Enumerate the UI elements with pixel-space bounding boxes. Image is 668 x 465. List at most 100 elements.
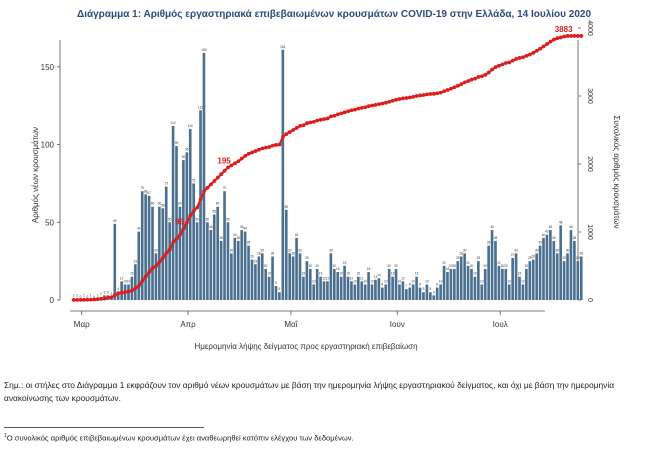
bar-value-label: 15 bbox=[302, 272, 306, 276]
bar bbox=[216, 206, 219, 300]
cumulative-point bbox=[164, 251, 169, 255]
bar-value-label: 22 bbox=[442, 261, 446, 265]
cumulative-point bbox=[178, 232, 182, 237]
bar-value-label: 12 bbox=[120, 276, 124, 280]
bar bbox=[374, 279, 377, 300]
bar bbox=[579, 256, 583, 300]
bar bbox=[518, 276, 521, 300]
bar bbox=[497, 265, 501, 300]
y-tick-label-right: 3000 bbox=[586, 88, 593, 104]
bar-value-label: 3 bbox=[107, 290, 109, 294]
cumulative-point bbox=[370, 103, 375, 108]
cumulative-point bbox=[308, 120, 313, 125]
bar-value-label: 38 bbox=[552, 236, 556, 240]
bar-value-label: 44 bbox=[243, 227, 247, 231]
line-annotation-label: 3883 bbox=[555, 25, 573, 34]
bar bbox=[278, 292, 281, 300]
cumulative-point bbox=[267, 145, 272, 149]
bar bbox=[140, 191, 144, 300]
bar-value-label: 10 bbox=[363, 279, 367, 283]
bar-value-label: 18 bbox=[446, 267, 450, 271]
cumulative-point bbox=[181, 226, 186, 231]
bar bbox=[466, 265, 470, 300]
bar-value-label: 35 bbox=[487, 241, 491, 245]
y-tick-label-right: 1000 bbox=[586, 224, 593, 240]
bar-value-label: 67 bbox=[147, 191, 151, 195]
cumulative-point bbox=[459, 82, 464, 86]
cumulative-point bbox=[212, 179, 217, 183]
cumulative-point bbox=[188, 213, 193, 218]
bar bbox=[463, 253, 466, 300]
bar-value-label: 20 bbox=[525, 264, 529, 268]
cumulative-point bbox=[342, 110, 347, 115]
bar-value-label: 18 bbox=[367, 267, 371, 271]
x-tick-label: Μαρ bbox=[74, 320, 90, 329]
cumulative-point bbox=[92, 297, 97, 302]
bar-value-label: 20 bbox=[501, 264, 505, 268]
bar-value-label: 25 bbox=[456, 256, 460, 260]
bar-value-label: 30 bbox=[329, 248, 333, 252]
bar bbox=[284, 209, 288, 300]
bar-value-label: 0 bbox=[80, 295, 82, 299]
bar bbox=[487, 245, 490, 300]
bar bbox=[490, 230, 494, 300]
bar-value-label: 20 bbox=[453, 264, 457, 268]
chart-title: Διάγραμμα 1: Αριθμός εργαστηριακά επιβεβ… bbox=[77, 9, 591, 20]
cumulative-point bbox=[99, 297, 104, 301]
cumulative-point bbox=[363, 105, 368, 110]
bar bbox=[199, 110, 202, 301]
bar bbox=[381, 287, 384, 300]
line-series bbox=[71, 34, 584, 302]
bar bbox=[542, 237, 545, 300]
bar bbox=[240, 230, 243, 300]
y-axis-label-right: Συνολικός αριθμός κρουσμάτων bbox=[612, 115, 621, 228]
cumulative-point bbox=[407, 95, 412, 100]
bar-value-label: 8 bbox=[409, 283, 411, 287]
bar bbox=[525, 268, 528, 300]
bar bbox=[332, 268, 336, 300]
bar bbox=[377, 278, 381, 300]
cumulative-point bbox=[500, 62, 505, 67]
cumulative-point bbox=[198, 197, 203, 202]
bar-value-label: 40 bbox=[233, 233, 237, 237]
bar-value-label: 15 bbox=[339, 272, 343, 276]
cumulative-point bbox=[497, 63, 501, 68]
bar bbox=[175, 146, 178, 300]
cumulative-point bbox=[579, 34, 584, 38]
footnote-text: Ο συνολικός αριθμός επιβεβαιωμένων κρουσ… bbox=[6, 433, 354, 443]
cumulative-point bbox=[349, 108, 354, 113]
bar-value-label: 99 bbox=[175, 141, 179, 145]
cumulative-point bbox=[284, 132, 289, 136]
y-tick-label-left: 0 bbox=[50, 296, 55, 305]
bar bbox=[288, 253, 292, 300]
line-annotation-label: 96 bbox=[175, 218, 184, 227]
cumulative-point bbox=[524, 53, 529, 58]
cumulative-point bbox=[377, 102, 381, 107]
bar-value-label: 15 bbox=[130, 272, 134, 276]
cumulative-point bbox=[291, 128, 296, 132]
bar bbox=[566, 253, 569, 300]
bar bbox=[281, 49, 285, 301]
bar-value-label: 112 bbox=[171, 121, 176, 125]
cumulative-point bbox=[71, 298, 76, 302]
cumulative-point bbox=[507, 60, 512, 65]
bar-value-label: 25 bbox=[477, 256, 481, 260]
bar-value-label: 20 bbox=[309, 264, 313, 268]
bar-value-label: 42 bbox=[545, 230, 549, 234]
bar-value-label: 30 bbox=[298, 248, 302, 252]
cumulative-point bbox=[318, 117, 323, 122]
bar-value-label: 1 bbox=[83, 293, 85, 297]
bar bbox=[439, 284, 442, 300]
bar bbox=[483, 268, 487, 300]
cumulative-point bbox=[356, 106, 361, 111]
bar-value-label: 25 bbox=[528, 256, 532, 260]
bar bbox=[264, 268, 268, 300]
bar bbox=[250, 259, 254, 300]
bar bbox=[435, 287, 439, 300]
bar bbox=[236, 240, 240, 300]
bar bbox=[130, 276, 134, 300]
bar-value-label: 95 bbox=[185, 147, 189, 151]
bar-value-label: 10 bbox=[353, 279, 357, 283]
bar-value-label: 10 bbox=[370, 279, 374, 283]
cumulative-point bbox=[339, 111, 344, 116]
